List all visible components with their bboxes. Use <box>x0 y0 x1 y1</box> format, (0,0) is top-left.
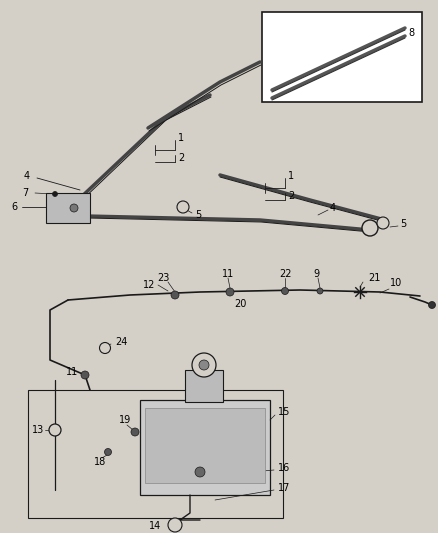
Text: 5: 5 <box>400 219 406 229</box>
Circle shape <box>226 288 234 296</box>
Text: 8: 8 <box>408 28 414 38</box>
Text: 19: 19 <box>119 415 131 425</box>
Text: 4: 4 <box>24 171 30 181</box>
Circle shape <box>282 287 289 295</box>
Text: 5: 5 <box>195 210 201 220</box>
Circle shape <box>49 424 61 436</box>
Text: 1: 1 <box>178 133 184 143</box>
Text: 23: 23 <box>157 273 169 283</box>
Text: 15: 15 <box>278 407 290 417</box>
Text: 1: 1 <box>288 171 294 181</box>
Bar <box>140 400 270 495</box>
Circle shape <box>428 302 435 309</box>
Text: 4: 4 <box>330 203 336 213</box>
Circle shape <box>131 428 139 436</box>
Bar <box>46 193 90 223</box>
Bar <box>28 390 283 518</box>
Text: 14: 14 <box>149 521 161 531</box>
Circle shape <box>105 448 112 456</box>
Circle shape <box>168 518 182 532</box>
Circle shape <box>377 217 389 229</box>
Circle shape <box>70 204 78 212</box>
Text: 11: 11 <box>66 367 78 377</box>
Text: 9: 9 <box>313 269 319 279</box>
Text: 6: 6 <box>12 202 18 212</box>
Text: 18: 18 <box>94 457 106 467</box>
Circle shape <box>192 353 216 377</box>
Circle shape <box>177 201 189 213</box>
Bar <box>262 12 422 102</box>
Text: 20: 20 <box>234 299 246 309</box>
Text: 21: 21 <box>368 273 380 283</box>
Text: 22: 22 <box>279 269 291 279</box>
Circle shape <box>195 467 205 477</box>
Text: 11: 11 <box>222 269 234 279</box>
Circle shape <box>171 291 179 299</box>
Text: 9: 9 <box>437 297 438 307</box>
Text: 10: 10 <box>390 278 402 288</box>
Circle shape <box>81 371 89 379</box>
Text: 16: 16 <box>278 463 290 473</box>
Text: 17: 17 <box>278 483 290 493</box>
Circle shape <box>99 343 110 353</box>
Text: 12: 12 <box>143 280 155 290</box>
Text: 2: 2 <box>178 153 184 163</box>
Circle shape <box>53 191 57 197</box>
Circle shape <box>317 288 323 294</box>
Circle shape <box>362 220 378 236</box>
Text: 2: 2 <box>288 191 294 201</box>
Bar <box>145 408 265 483</box>
Circle shape <box>199 360 209 370</box>
Text: 7: 7 <box>22 188 28 198</box>
Text: 24: 24 <box>115 337 127 347</box>
Bar <box>185 370 223 402</box>
Text: 13: 13 <box>32 425 44 435</box>
